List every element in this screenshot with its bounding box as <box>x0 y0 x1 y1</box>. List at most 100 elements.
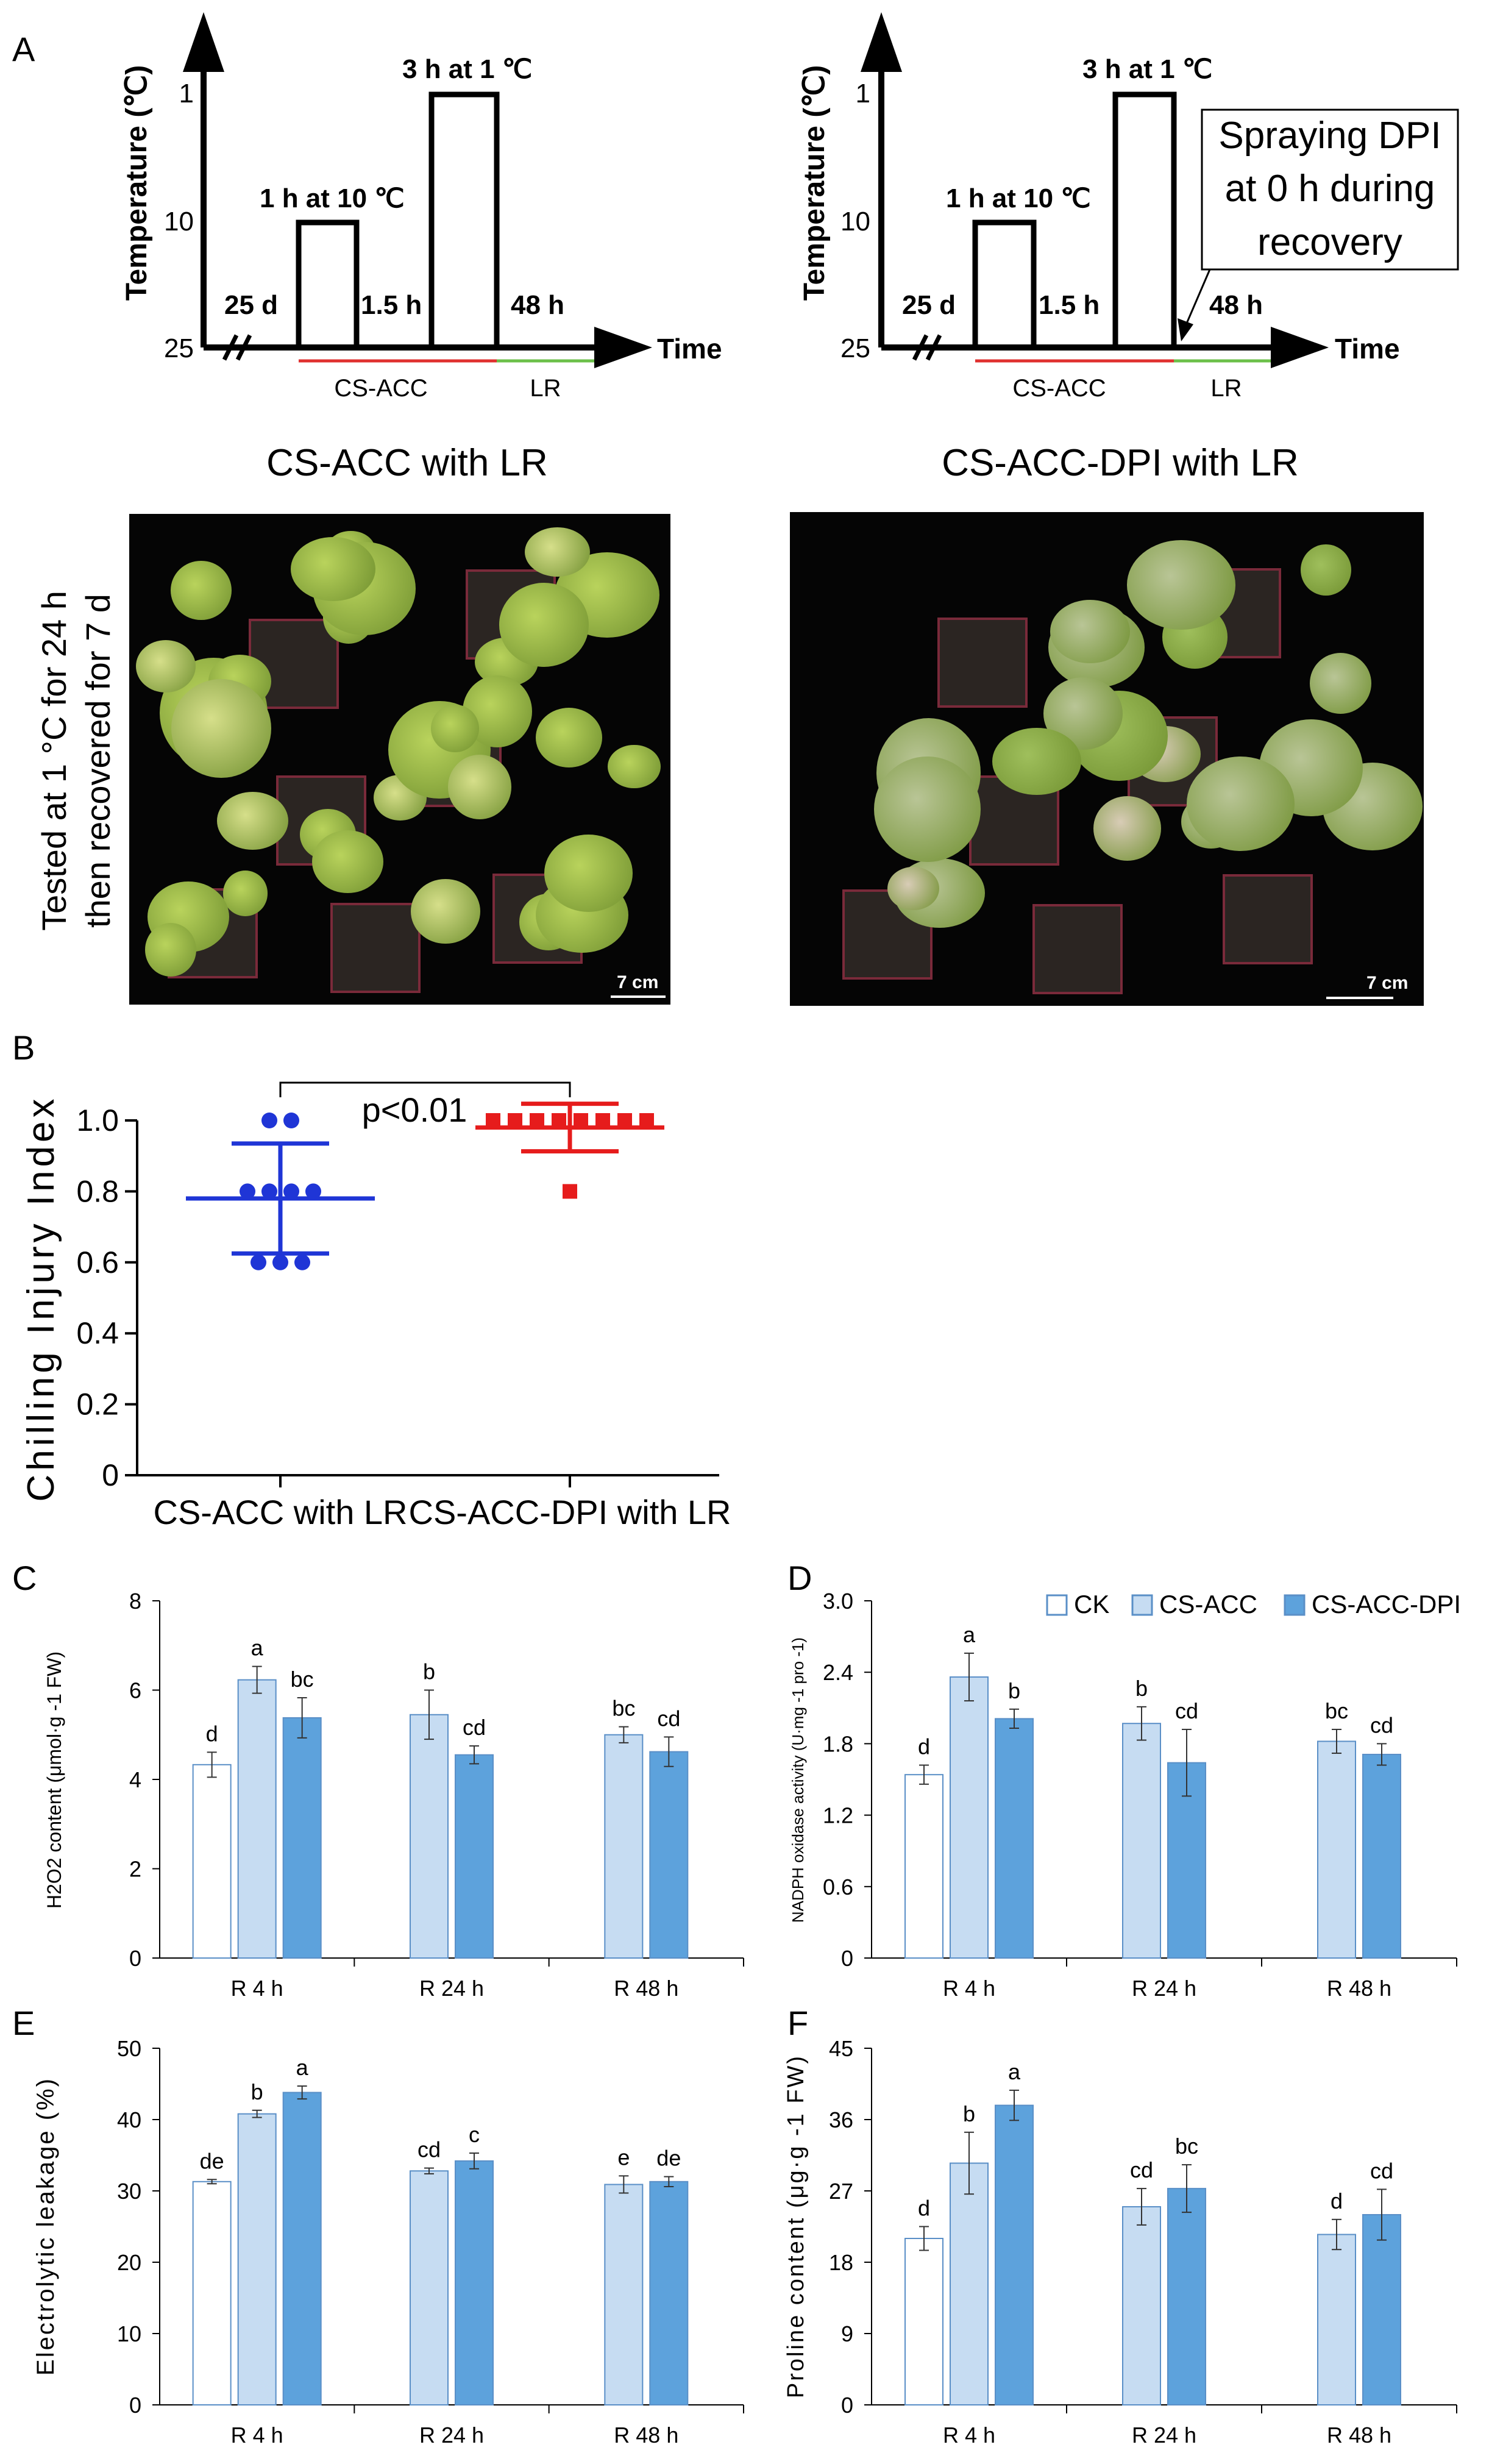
y-tick-label: 40 <box>117 2107 141 2132</box>
bar <box>237 1679 277 1959</box>
plant-leaf <box>447 755 512 820</box>
significance-letter: bc <box>1175 2134 1198 2159</box>
legend-label-cs-acc: CS-ACC <box>1159 1590 1257 1618</box>
significance-letter: cd <box>418 2137 441 2162</box>
bar <box>1362 2214 1401 2405</box>
plant-leaf <box>544 835 633 913</box>
legend-swatch-cs-acc <box>1131 1594 1153 1616</box>
panel-letter-d: D <box>787 1559 812 1597</box>
y-tick-label: 18 <box>829 2250 853 2275</box>
bar <box>604 2184 644 2405</box>
significance-letter: a <box>1008 2059 1021 2084</box>
dpi-note-line-3: recovery <box>1257 221 1402 263</box>
bar <box>1317 1740 1356 1959</box>
bar <box>282 2092 322 2406</box>
y-tick-label: 27 <box>829 2179 853 2204</box>
data-point <box>595 1113 610 1128</box>
ytick-10: 10 <box>164 207 194 237</box>
bar <box>237 2113 277 2405</box>
x-tick-label: R 48 h <box>614 2423 678 2448</box>
significance-letter: cd <box>1175 1698 1198 1723</box>
step-1-5h: 1.5 h <box>361 290 422 320</box>
x-tick-label: R 48 h <box>614 1976 678 2001</box>
dpi-note-line-1: Spraying DPI <box>1218 115 1441 157</box>
bar <box>950 2162 989 2405</box>
ytick-25: 25 <box>164 333 194 363</box>
plant-pot <box>330 903 421 994</box>
plant-pot <box>1223 874 1313 965</box>
y-tick-label: 36 <box>829 2107 853 2132</box>
ylabel-temperature: Temperature (℃) <box>121 65 153 301</box>
bar <box>904 1774 943 1959</box>
significance-letter: d <box>206 1721 218 1746</box>
plant-leaf <box>290 536 375 602</box>
photo-side-label-line-1: Tested at 1 °C for 24 h <box>35 591 73 931</box>
step-3h-1c: 3 h at 1 ℃ <box>402 54 532 84</box>
x-tick-label: CS-ACC-DPI with LR <box>409 1493 731 1531</box>
significance-letter: d <box>918 1734 930 1759</box>
bar <box>604 1734 644 1959</box>
y-tick-label: 0.6 <box>823 1875 853 1900</box>
panel-letter-a: A <box>12 30 35 68</box>
significance-letter: bc <box>291 1667 314 1692</box>
step-25d: 25 d <box>902 290 956 320</box>
phase-lr: LR <box>1210 375 1242 402</box>
y-axis-label: Proline content (μg·g -1 FW) <box>783 2054 809 2398</box>
bar <box>1362 1753 1401 1959</box>
photo-title-left: CS-ACC with LR <box>266 442 548 484</box>
y-tick-label: 9 <box>841 2321 853 2346</box>
significance-letter: c <box>469 2122 480 2147</box>
plant-leaf <box>411 878 480 944</box>
data-point <box>486 1113 500 1128</box>
data-point <box>294 1254 310 1270</box>
data-point <box>272 1254 288 1270</box>
y-tick-label: 0 <box>102 1458 119 1492</box>
dpi-note-box <box>1201 109 1459 271</box>
data-point <box>261 1183 277 1200</box>
panel-letter-e: E <box>12 2004 35 2042</box>
y-tick-label: 1.0 <box>76 1103 119 1138</box>
xlabel-time: Time <box>657 333 722 365</box>
y-axis-label: Electrolytic leakage (%) <box>32 2077 59 2376</box>
plant-leaf <box>136 640 196 693</box>
plant-leaf <box>1050 599 1131 663</box>
data-point <box>617 1113 632 1128</box>
plant-leaf <box>992 728 1081 796</box>
plant-leaf <box>1301 544 1352 596</box>
bar <box>904 2238 943 2405</box>
panel-a-right-protocol: 1 10 25 Temperature (℃) 25 d 1 h at 10 ℃… <box>798 12 1459 484</box>
y-tick-label: 10 <box>117 2321 141 2346</box>
data-point <box>552 1113 566 1128</box>
data-point <box>574 1113 588 1128</box>
bar <box>649 1751 689 1959</box>
plant-pot <box>1032 903 1123 994</box>
data-point <box>639 1113 654 1128</box>
y-tick-label: 4 <box>129 1767 141 1792</box>
bar <box>282 1717 322 1959</box>
bar <box>649 2181 689 2406</box>
y-tick-label: 0 <box>841 2393 853 2418</box>
panel-letter-b: B <box>12 1028 35 1067</box>
significance-bracket <box>279 1081 571 1097</box>
panel-letter-f: F <box>787 2004 808 2042</box>
scale-bar-label: 7 cm <box>1366 973 1409 993</box>
legend-label-cs-acc-dpi: CS-ACC-DPI <box>1312 1590 1461 1618</box>
bar <box>1317 2234 1356 2405</box>
significance-letter: a <box>296 2055 309 2080</box>
y-tick-label: 30 <box>117 2179 141 2204</box>
x-tick-label: R 24 h <box>1132 1976 1196 2001</box>
scale-bar <box>1326 997 1393 999</box>
y-tick-label: 50 <box>117 2036 141 2061</box>
panel-a-left-protocol: 1 10 25 Temperature (℃) 25 d 1 h at 10 ℃… <box>121 12 722 484</box>
significance-letter: cd <box>1370 2158 1393 2183</box>
significance-letter: cd <box>463 1715 486 1740</box>
chart-b-chilling-injury: 0 0.2 0.4 0.6 0.8 1.0 Chilling Injury Index CS-… <box>20 1081 731 1531</box>
ytick-25: 25 <box>840 333 870 363</box>
plant-leaf <box>887 866 939 911</box>
bar <box>995 1718 1034 1959</box>
plant-leaf <box>1093 796 1162 861</box>
data-point <box>305 1183 321 1200</box>
step-48h: 48 h <box>511 290 564 320</box>
plant-leaf <box>608 745 661 789</box>
